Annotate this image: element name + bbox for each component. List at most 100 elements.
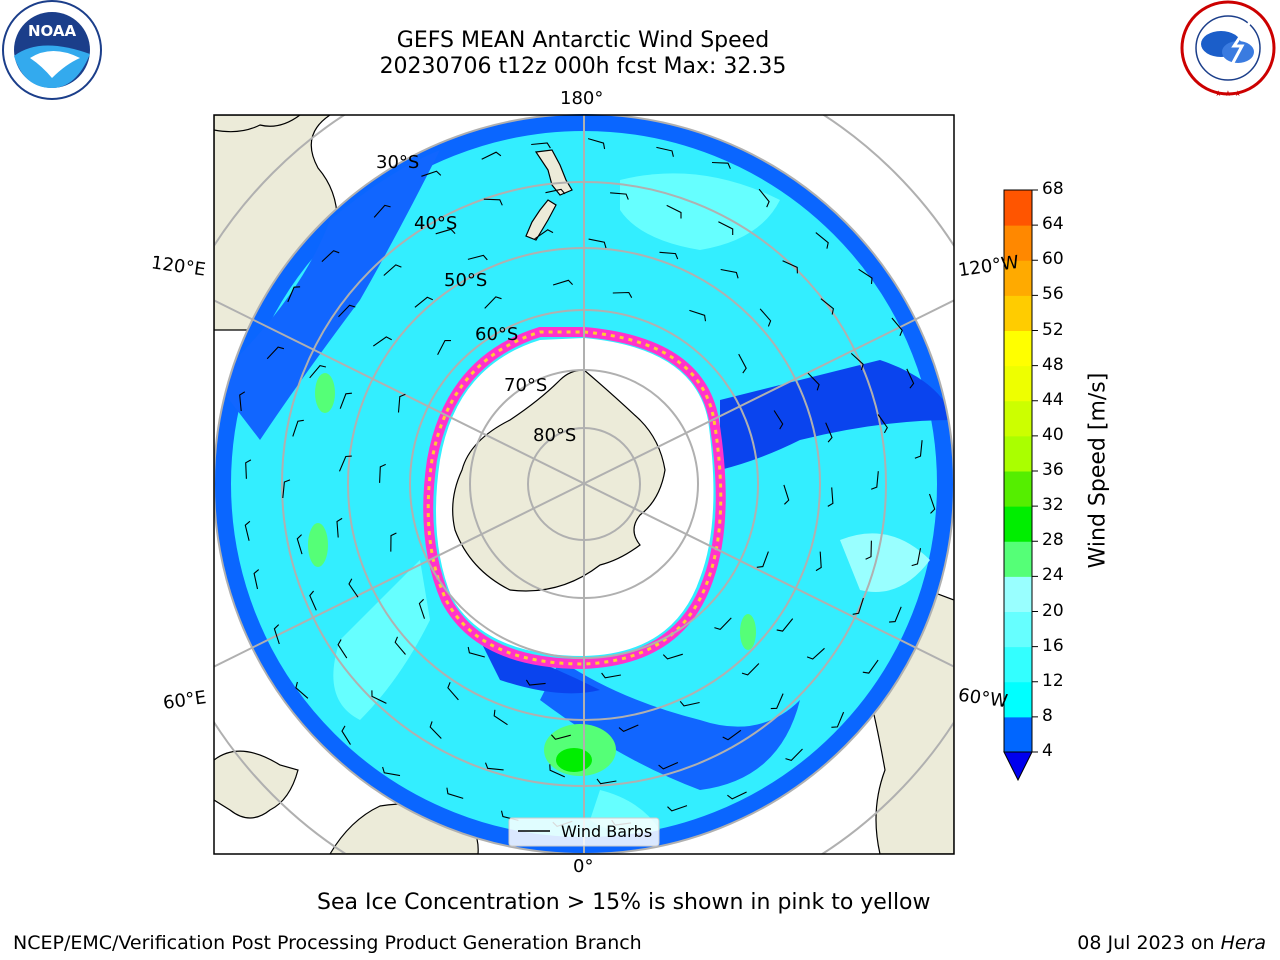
- wind-barb: [382, 766, 401, 777]
- wind-barb: [587, 138, 606, 150]
- wind-barb: [545, 188, 566, 195]
- lat-label-50s: 50°S: [444, 270, 488, 291]
- colorbar-tick-label: 48: [1042, 354, 1064, 375]
- wind-barb: [711, 161, 731, 169]
- wind-barb: [341, 725, 351, 745]
- wind-barb: [806, 647, 825, 660]
- colorbar: [1003, 189, 1038, 782]
- wind-barb: [397, 393, 406, 413]
- lat-label-30s: 30°S: [376, 152, 420, 173]
- wind-barb: [244, 520, 251, 541]
- wind-barb: [414, 296, 434, 308]
- wind-barb: [718, 221, 734, 235]
- colorbar-segment: [1004, 716, 1032, 753]
- wind-barb: [889, 606, 902, 623]
- wind-barb: [484, 762, 504, 771]
- noaa-logo-text: NOAA: [28, 22, 77, 40]
- colorbar-segment: [1004, 365, 1032, 402]
- wind-barb: [722, 729, 742, 741]
- wind-barb: [825, 422, 833, 443]
- footer-date: 08 Jul 2023 on: [1077, 932, 1221, 954]
- wind-barb: [287, 286, 301, 303]
- lat-label-80s: 80°S: [533, 425, 577, 446]
- wind-barb: [618, 724, 639, 733]
- wind-barb: [296, 534, 303, 555]
- wind-barb: [658, 761, 679, 770]
- colorbar-tick-label: 4: [1042, 741, 1053, 761]
- colorbar-tick-label: 8: [1042, 705, 1053, 726]
- footer-host: Hera: [1220, 932, 1266, 954]
- wind-barb: [877, 414, 888, 434]
- colorbar-segment: [1004, 681, 1032, 718]
- wind-barb: [321, 250, 340, 263]
- colorbar-segment: [1004, 611, 1032, 648]
- wind-barbs-legend-label: Wind Barbs: [561, 822, 653, 841]
- wind-barb: [596, 778, 617, 785]
- wind-barb: [282, 479, 291, 499]
- wind-barb: [337, 639, 348, 659]
- wind-barb: [245, 459, 252, 479]
- wind-barb: [770, 693, 784, 710]
- wind-barb: [928, 493, 936, 514]
- colorbar-segment: [1004, 295, 1032, 331]
- wind-barbs-legend: [508, 817, 660, 847]
- wind-barb: [338, 455, 352, 472]
- wind-barb: [827, 487, 834, 507]
- wind-barb: [437, 339, 452, 355]
- colorbar-tick-label: 68: [1042, 179, 1064, 199]
- chart-subtitle: 20230706 t12z 000h fcst Max: 32.35: [379, 54, 787, 79]
- colorbar-segment: [1004, 541, 1032, 577]
- wind-barb: [588, 238, 607, 249]
- colorbar-segment: [1004, 260, 1032, 296]
- colorbar-segment: [1004, 225, 1032, 261]
- colorbar-segment: [1004, 435, 1032, 472]
- wind-barb: [758, 188, 770, 208]
- wind-barb: [911, 548, 922, 567]
- colorbar-segment: [1004, 190, 1032, 226]
- colorbar-segment: [1004, 576, 1032, 612]
- wind-barb: [483, 198, 503, 206]
- wind-barb: [531, 142, 551, 149]
- wind-barb: [435, 228, 456, 235]
- wind-barb: [309, 364, 327, 379]
- colorbar-tick-label: 60: [1042, 249, 1064, 270]
- wind-barb: [493, 709, 508, 726]
- colorbar-tick-label: 24: [1042, 565, 1064, 586]
- wind-barb: [552, 279, 573, 286]
- wind-barb: [372, 336, 392, 347]
- colorbar-tick-label: 12: [1042, 670, 1064, 691]
- wind-barb: [467, 254, 488, 261]
- footer-left: NCEP/EMC/Verification Post Processing Pr…: [13, 932, 642, 954]
- wind-barb: [549, 764, 566, 778]
- colorbar-tick-label: 16: [1042, 635, 1064, 656]
- wind-barb: [759, 308, 772, 327]
- colorbar-tick-label: 56: [1042, 284, 1064, 305]
- wind-barb: [679, 700, 700, 707]
- map-frame: [213, 114, 955, 855]
- wind-barb: [446, 787, 464, 799]
- wind-barb: [862, 659, 879, 674]
- colorbar-segment: [1004, 471, 1032, 507]
- wind-barb: [858, 268, 873, 284]
- wind-barb: [656, 146, 674, 157]
- colorbar-segment: [1004, 400, 1032, 437]
- sea-ice-caption: Sea Ice Concentration > 15% is shown in …: [317, 890, 931, 915]
- wind-barb: [292, 419, 304, 437]
- wind-barb: [266, 346, 285, 360]
- colorbar-tick-label: 40: [1042, 424, 1064, 445]
- colorbar-tick-label: 32: [1042, 495, 1064, 516]
- wind-barb: [339, 392, 352, 409]
- wind-barb: [714, 617, 732, 631]
- wind-barb: [914, 440, 923, 459]
- colorbar-tick-label: 44: [1042, 389, 1064, 410]
- wind-barb: [295, 681, 309, 699]
- wind-barb: [394, 636, 406, 655]
- colorbar-tick-label: 28: [1042, 530, 1064, 551]
- wind-barb: [239, 391, 246, 412]
- wind-barb: [447, 682, 459, 701]
- wind-barb: [348, 578, 359, 598]
- wind-barb: [383, 264, 402, 276]
- wind-barb: [815, 551, 822, 572]
- lat-label-60s: 60°S: [475, 324, 519, 345]
